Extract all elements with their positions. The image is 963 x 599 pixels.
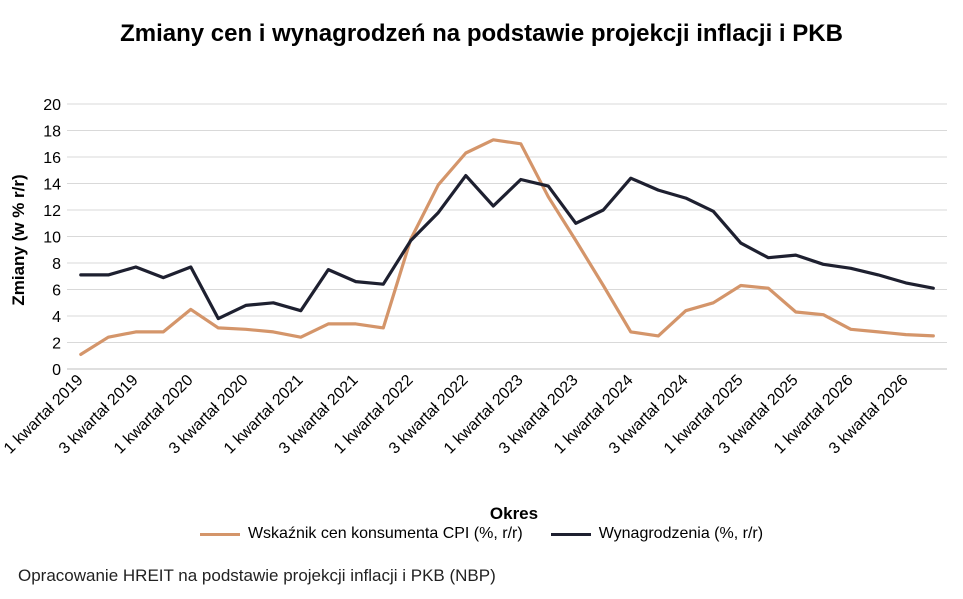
legend-swatch-cpi: [199, 532, 240, 536]
y-tick-label: 16: [43, 150, 61, 167]
y-tick-label: 6: [52, 283, 61, 300]
chart-title: Zmiany cen i wynagrodzeń na podstawie pr…: [120, 20, 843, 47]
legend-item-wages: Wynagrodzenia (%, r/r): [550, 525, 764, 543]
y-tick-label: 8: [52, 256, 61, 273]
series-lines: [79, 138, 935, 356]
y-tick-label: 18: [43, 124, 61, 141]
y-axis-ticks: 0 2 4 6 8 10 12 14 16 18 20: [43, 97, 61, 379]
y-tick-label: 2: [52, 336, 61, 353]
series-line-1: [79, 174, 935, 321]
legend-label-cpi: Wskaźnik cen konsumenta CPI (%, r/r): [247, 525, 523, 542]
legend-label-wages: Wynagrodzenia (%, r/r): [598, 525, 764, 542]
legend: Wskaźnik cen konsumenta CPI (%, r/r) Wyn…: [0, 525, 963, 543]
y-tick-label: 12: [43, 203, 61, 220]
y-tick-label: 20: [43, 97, 61, 114]
y-tick-label: 4: [52, 309, 61, 326]
y-axis-title: Zmiany (w % r/r): [9, 174, 28, 305]
legend-item-cpi: Wskaźnik cen konsumenta CPI (%, r/r): [199, 525, 523, 543]
y-tick-label: 0: [52, 362, 61, 379]
series-line-0: [79, 138, 935, 356]
y-tick-label: 10: [43, 230, 61, 247]
y-tick-label: 14: [43, 177, 61, 194]
gridlines: [67, 103, 947, 370]
legend-swatch-wages: [550, 532, 591, 536]
x-axis-title: Okres: [490, 504, 538, 523]
source-note: Opracowanie HREIT na podstawie projekcji…: [18, 566, 496, 585]
